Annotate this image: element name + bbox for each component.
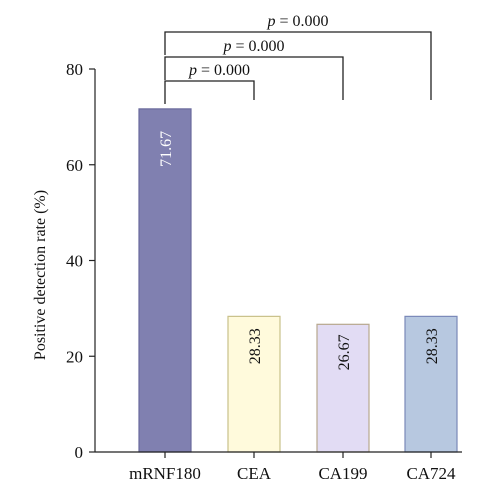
axes: 0 20 40 60 80 mRNF180 CEA CA199 CA724	[66, 60, 462, 483]
y-tick-label: 20	[66, 347, 83, 366]
x-tick-label-cea: CEA	[237, 464, 272, 483]
comparison-bracket	[164, 56, 344, 100]
bar-value-label: 28.33	[247, 328, 264, 364]
comparison-p-value: p = 0.000	[188, 62, 250, 79]
significance-brackets: p = 0.000 p = 0.000 p = 0.000	[164, 13, 432, 104]
y-tick-label: 40	[66, 252, 83, 271]
bar-ca724	[404, 315, 458, 453]
comparison-p-value: p = 0.000	[222, 38, 284, 55]
x-tick-label-ca724: CA724	[406, 464, 456, 483]
y-tick-label: 60	[66, 156, 83, 175]
x-tick-label-ca199: CA199	[318, 464, 367, 483]
bar-value-label: 71.67	[158, 131, 175, 167]
y-tick-label: 0	[75, 443, 84, 462]
bar-value-label: 26.67	[336, 334, 353, 370]
bar-cea	[227, 315, 281, 453]
bars: 71.67 28.33 26.67 28.33	[138, 108, 458, 453]
bar-ca199	[316, 323, 370, 453]
comparison-bracket	[164, 80, 255, 104]
bar-value-label: 28.33	[424, 328, 441, 364]
bar-mrnf180	[138, 108, 192, 453]
x-tick-label-mrnf180: mRNF180	[129, 464, 201, 483]
y-axis-label: Positive detection rate (%)	[32, 190, 49, 360]
y-tick-label: 80	[66, 60, 83, 79]
comparison-bracket	[164, 31, 432, 100]
comparison-p-value: p = 0.000	[266, 13, 328, 30]
